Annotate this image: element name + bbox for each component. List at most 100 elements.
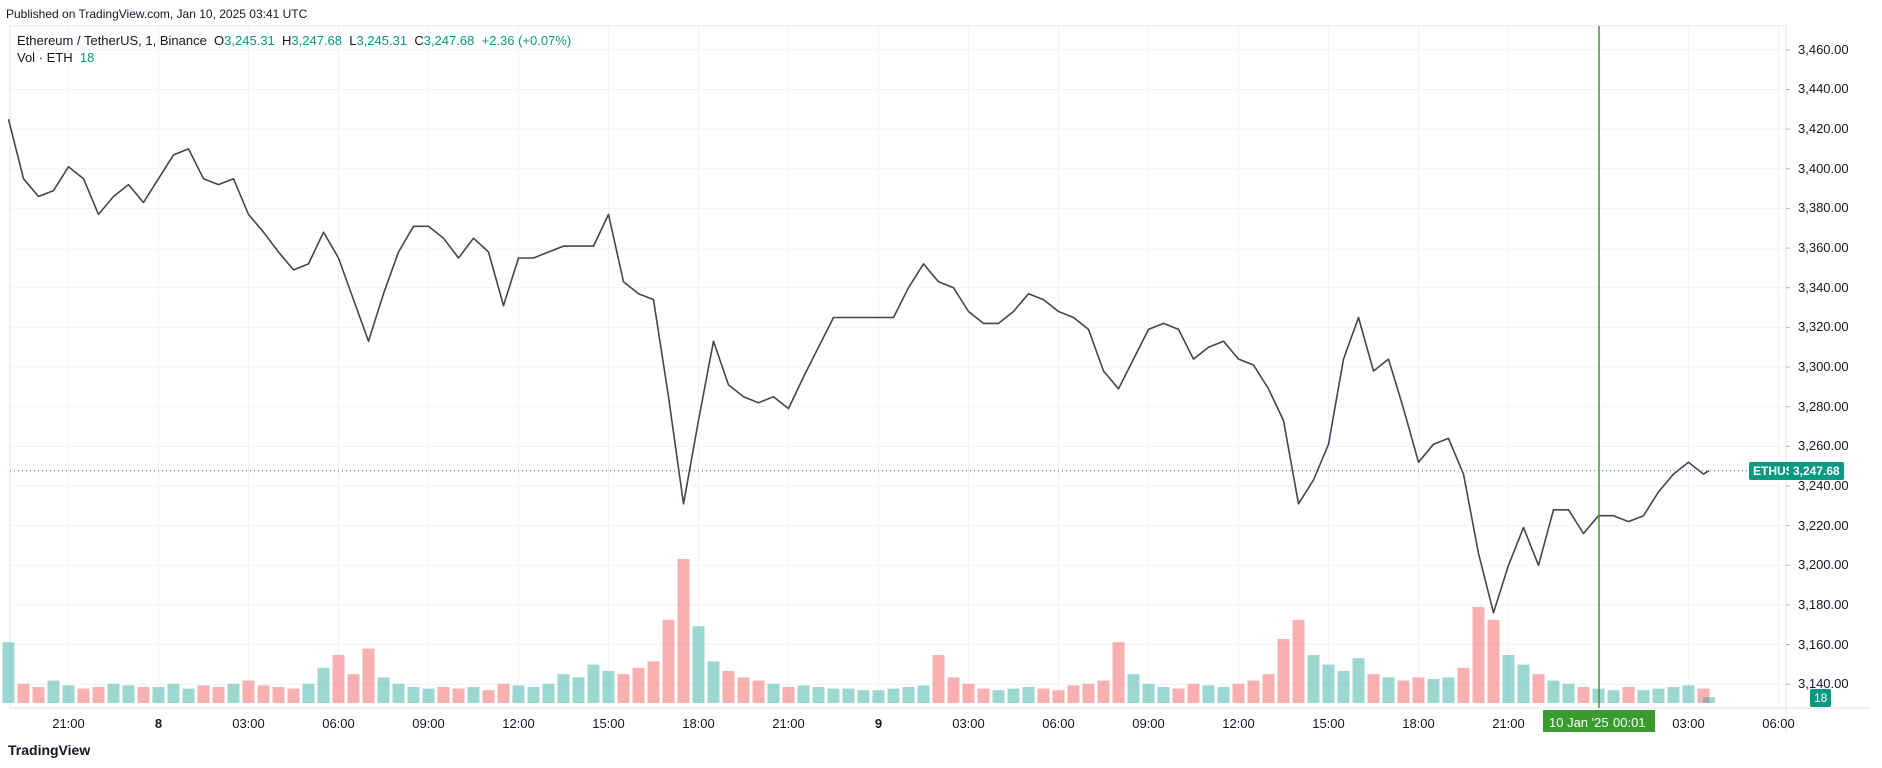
- volume-bar: [1427, 679, 1440, 703]
- y-tick-label: 3,160.00: [1798, 636, 1849, 652]
- volume-bar: [1307, 655, 1320, 703]
- volume-bar: [1547, 680, 1560, 703]
- volume-bar: [257, 685, 270, 703]
- y-tick-label: 3,460.00: [1798, 41, 1849, 57]
- volume-bar: [362, 648, 375, 703]
- volume-bar: [242, 680, 255, 703]
- volume-bar: [272, 687, 285, 703]
- volume-bar: [407, 687, 420, 703]
- volume-bar: [1322, 664, 1335, 703]
- volume-bar: [1067, 685, 1080, 703]
- volume-bar: [77, 688, 90, 703]
- x-tick-label: 18:00: [682, 716, 715, 731]
- volume-bar: [1172, 688, 1185, 703]
- volume-bar: [812, 687, 825, 703]
- volume-legend: Vol · ETH 18: [17, 50, 94, 66]
- volume-bar: [827, 688, 840, 703]
- volume-bar: [1532, 674, 1545, 703]
- volume-bar: [1622, 687, 1635, 703]
- x-tick-label: 03:00: [232, 716, 265, 731]
- volume-bar: [1127, 674, 1140, 703]
- volume-bar: [602, 671, 615, 703]
- y-tick-label: 3,220.00: [1798, 517, 1849, 533]
- l-value: 3,245.31: [356, 33, 408, 48]
- volume-bar: [1352, 658, 1365, 703]
- volume-bar: [1472, 607, 1485, 703]
- x-tick-label: 15:00: [592, 716, 625, 731]
- y-tick-label: 3,420.00: [1798, 121, 1849, 137]
- volume-bar: [1277, 639, 1290, 703]
- volume-bar: [227, 683, 240, 703]
- volume-bar: [437, 687, 450, 703]
- y-tick-label: 3,400.00: [1798, 160, 1849, 176]
- volume-bar: [122, 685, 135, 703]
- volume-bar: [1667, 687, 1680, 703]
- volume-bar: [2, 642, 15, 703]
- volume-bar: [1037, 688, 1050, 703]
- x-tick-label: 21:00: [772, 716, 805, 731]
- volume-bar: [677, 559, 690, 703]
- volume-bar: [1142, 683, 1155, 703]
- volume-bar: [662, 619, 675, 703]
- x-tick-label: 03:00: [1672, 716, 1705, 731]
- volume-bar: [332, 655, 345, 703]
- volume-bar: [422, 688, 435, 703]
- volume-bar: [587, 664, 600, 703]
- volume-bar: [167, 683, 180, 703]
- x-tick-label: 06:00: [1042, 716, 1075, 731]
- vol-value: 18: [79, 50, 95, 65]
- y-tick-label: 3,240.00: [1798, 477, 1849, 493]
- volume-bar: [737, 677, 750, 703]
- volume-bar: [1007, 688, 1020, 703]
- volume-bar: [542, 683, 555, 703]
- volume-bar: [1607, 690, 1620, 703]
- volume-bar: [1022, 687, 1035, 703]
- symbol: Ethereum / TetherUS, 1, Binance: [17, 33, 207, 48]
- x-tick-label: 8: [154, 716, 163, 731]
- volume-bar: [1487, 619, 1500, 703]
- y-tick-label: 3,320.00: [1798, 319, 1849, 335]
- volume-bar: [302, 683, 315, 703]
- volume-bar: [1442, 677, 1455, 703]
- volume-bar: [782, 687, 795, 703]
- volume-bar: [1202, 685, 1215, 703]
- y-tick-label: 3,280.00: [1798, 398, 1849, 414]
- crosshair-label-bg: [1543, 710, 1655, 732]
- volume-bar: [932, 655, 945, 703]
- legend-row: Ethereum / TetherUS, 1, Binance O3,245.3…: [17, 33, 571, 49]
- volume-bar: [1652, 688, 1665, 703]
- volume-bar: [527, 687, 540, 703]
- last-price-value: 3,247.68: [1789, 461, 1844, 480]
- volume-bar: [1262, 674, 1275, 703]
- crosshair-date: 10 Jan '25: [1549, 715, 1609, 730]
- volume-bar: [632, 667, 645, 703]
- c-value: 3,247.68: [423, 33, 475, 48]
- volume-bar: [692, 626, 705, 703]
- volume-bar: [707, 661, 720, 703]
- x-tick-label: 21:00: [1492, 716, 1525, 731]
- vol-label: Vol · ETH: [17, 50, 73, 65]
- volume-bar: [182, 688, 195, 703]
- volume-bar: [107, 683, 120, 703]
- volume-bar: [1562, 683, 1575, 703]
- volume-bar: [137, 687, 150, 703]
- x-tick-label: 03:00: [952, 716, 985, 731]
- volume-bar: [317, 667, 330, 703]
- y-tick-label: 3,260.00: [1798, 438, 1849, 454]
- y-tick-label: 3,440.00: [1798, 81, 1849, 97]
- x-tick-label: 21:00: [52, 716, 85, 731]
- volume-bar: [1682, 685, 1695, 703]
- volume-bar: [1082, 683, 1095, 703]
- logo: TradingView: [8, 742, 91, 758]
- volume-bar: [392, 683, 405, 703]
- volume-bar: [62, 685, 75, 703]
- volume-bar: [1097, 680, 1110, 703]
- volume-bar: [377, 677, 390, 703]
- h-value: 3,247.68: [291, 33, 343, 48]
- y-tick-label: 3,340.00: [1798, 279, 1849, 295]
- volume-bar: [1232, 683, 1245, 703]
- volume-bar: [1052, 690, 1065, 703]
- x-tick-label: 09:00: [1132, 716, 1165, 731]
- volume-bar: [797, 685, 810, 703]
